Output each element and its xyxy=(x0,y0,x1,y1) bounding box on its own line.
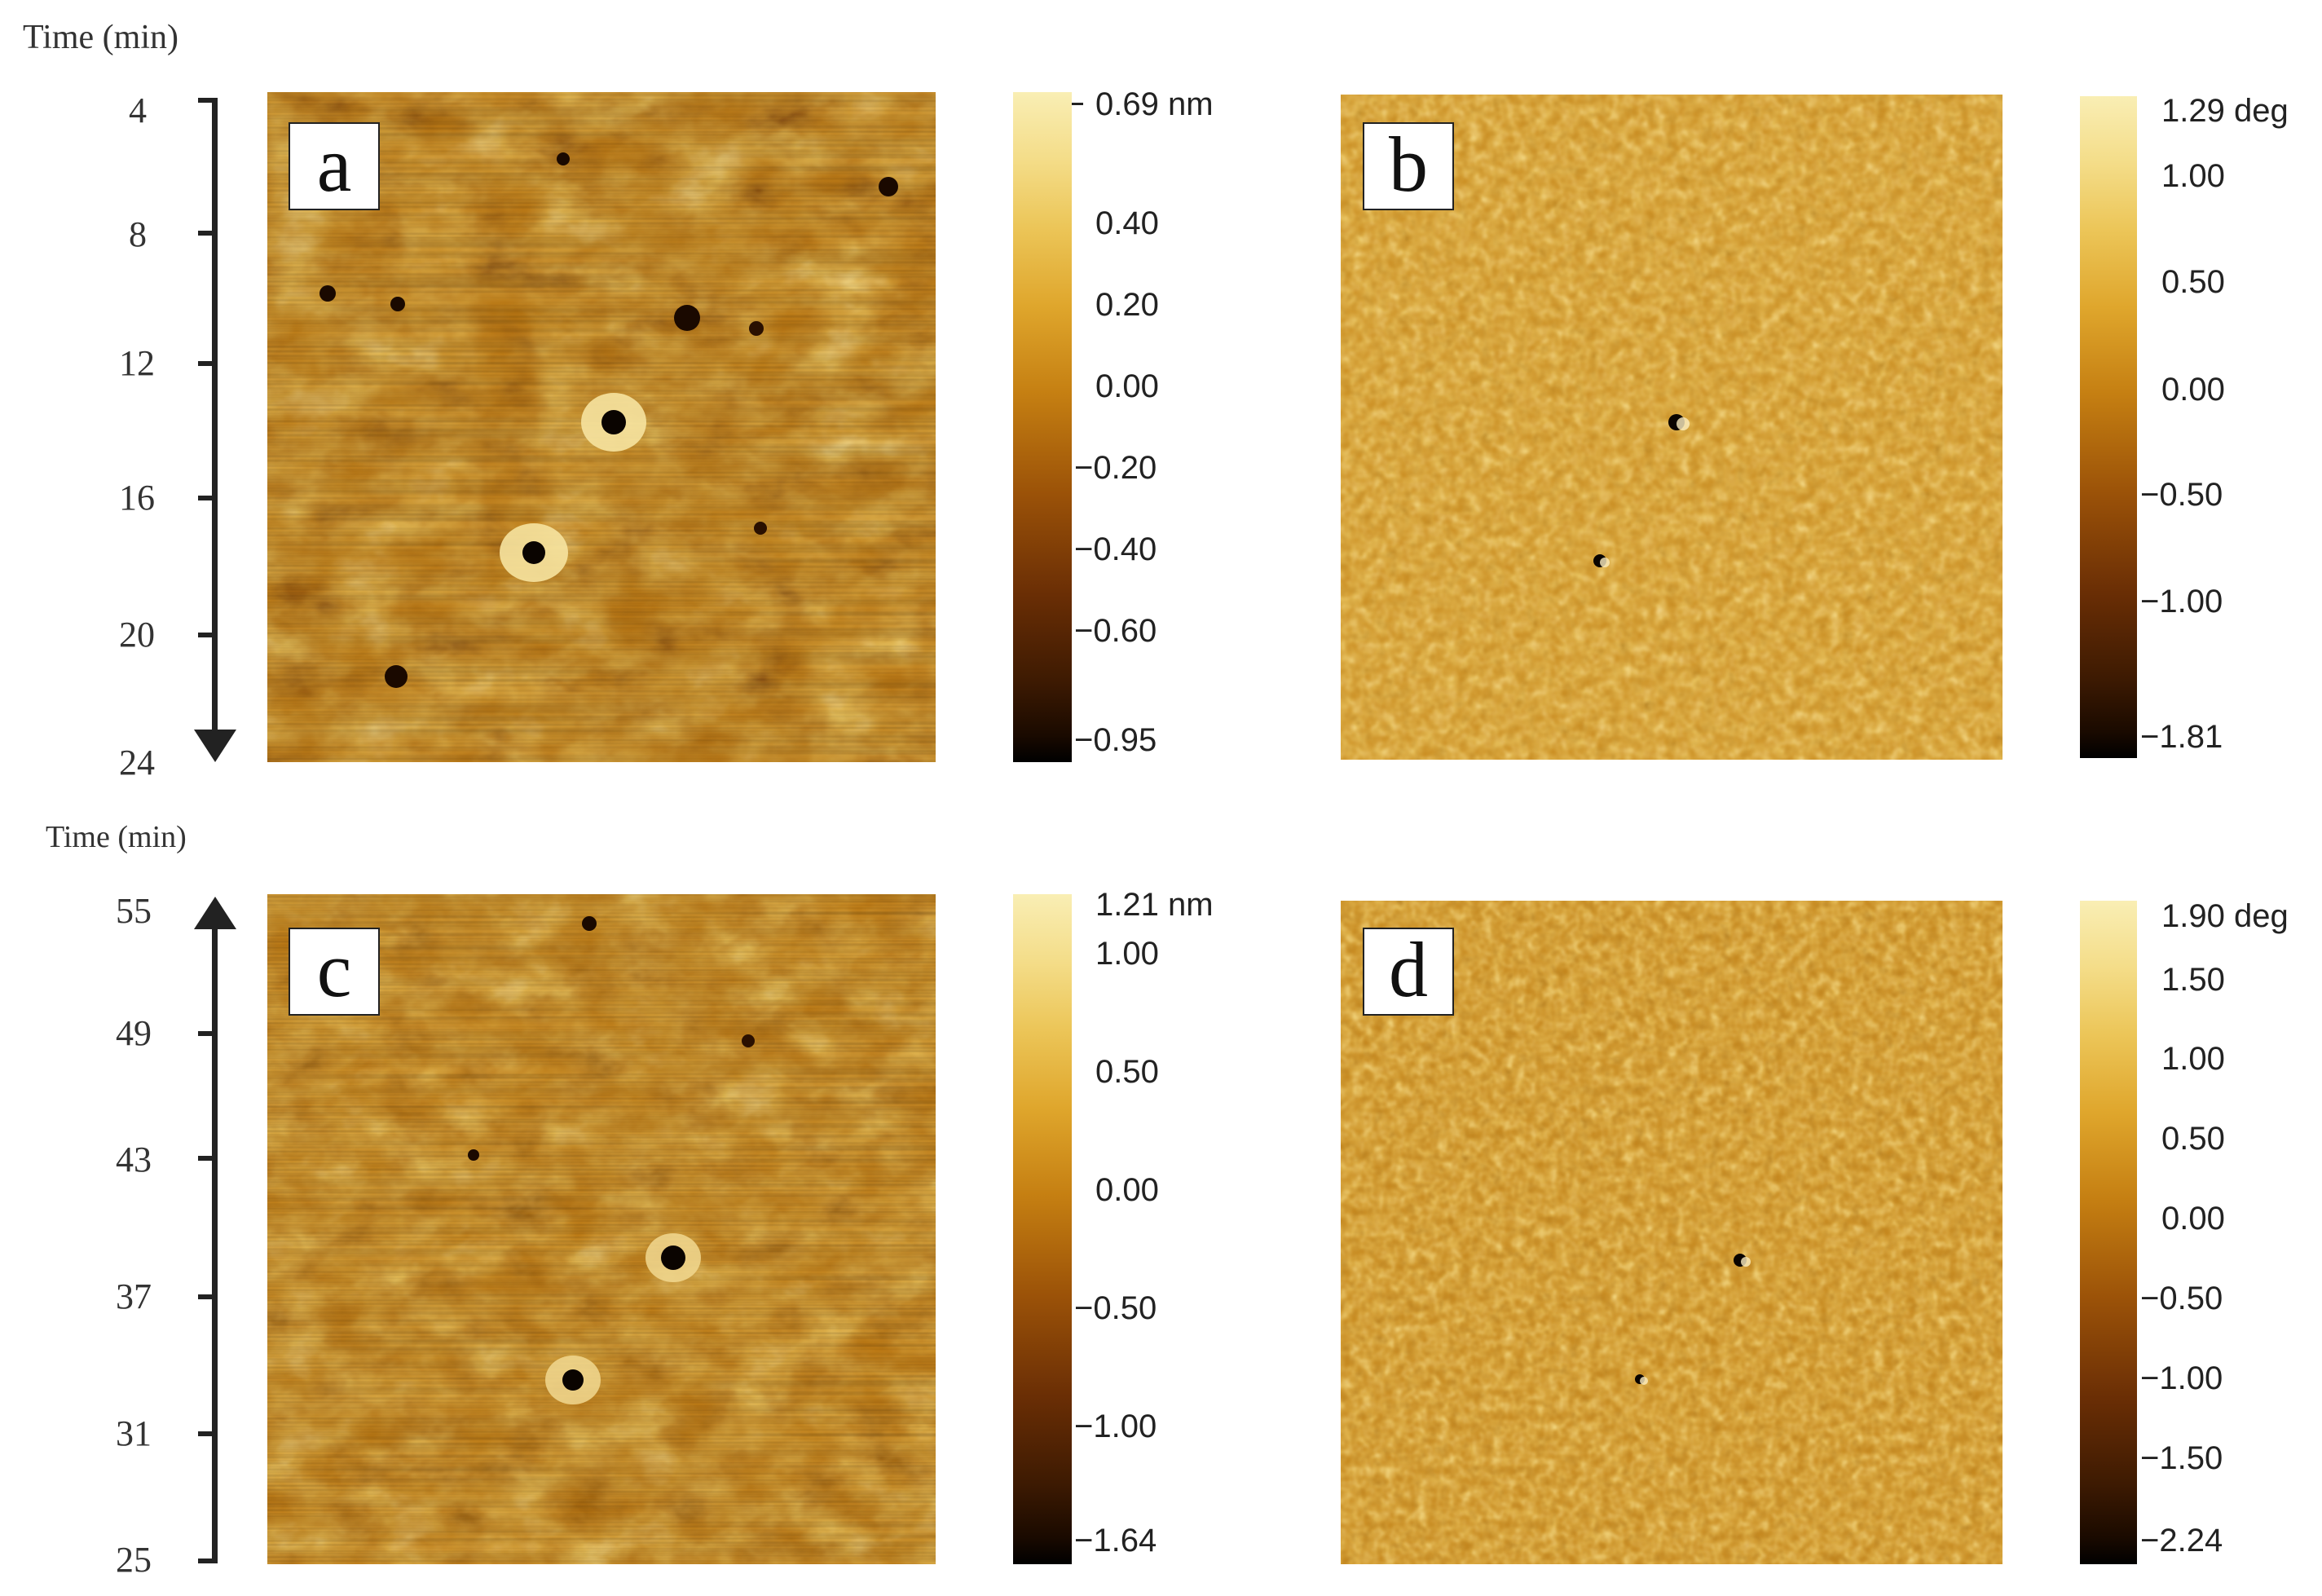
colorbar-c-label: −1.00 xyxy=(1074,1409,1157,1444)
axis-tick xyxy=(198,496,218,500)
colorbar-c-label: −0.50 xyxy=(1074,1290,1157,1326)
colorbar-b-label: 1.00 xyxy=(2161,158,2225,194)
axis-tick xyxy=(198,1431,218,1436)
top-time-tick: 20 xyxy=(119,615,155,655)
bottom-time-tick: 25 xyxy=(116,1540,152,1580)
bottom-time-axis-line xyxy=(212,928,218,1563)
colorbar-b-label: −1.81 xyxy=(2140,719,2223,755)
arrow-up-icon xyxy=(194,897,236,929)
colorbar-d-label: −1.50 xyxy=(2140,1440,2223,1476)
axis-tick xyxy=(198,1559,218,1563)
top-time-tick: 8 xyxy=(129,214,147,254)
bottom-time-tick: 37 xyxy=(116,1276,152,1316)
colorbar-b-label: 0.00 xyxy=(2161,372,2225,408)
top-time-axis-title: Time (min) xyxy=(23,19,178,56)
bottom-time-tick: 55 xyxy=(116,891,152,931)
colorbar-a-label: 0.69 nm xyxy=(1095,86,1214,122)
top-time-tick: 24 xyxy=(119,743,155,783)
colorbar-d-label: −1.00 xyxy=(2140,1360,2223,1396)
colorbar-c-label: 1.21 nm xyxy=(1095,887,1214,923)
colorbar-a-label: −0.95 xyxy=(1074,722,1157,758)
top-time-tick: 12 xyxy=(119,343,155,383)
colorbar-d-label: −0.50 xyxy=(2140,1281,2223,1316)
panel-label-a: a xyxy=(289,122,380,210)
colorbar-b xyxy=(2080,96,2137,758)
colorbar-a-label: 0.40 xyxy=(1095,205,1159,241)
colorbar-d-label: 1.50 xyxy=(2161,962,2225,998)
colorbar-d-label: 0.50 xyxy=(2161,1121,2225,1157)
colorbar-c xyxy=(1013,894,1072,1564)
axis-tick xyxy=(198,231,218,236)
colorbar-b-label: −1.00 xyxy=(2140,584,2223,619)
top-time-tick: 16 xyxy=(119,478,155,518)
colorbar-a-label: 0.20 xyxy=(1095,287,1159,323)
axis-tick xyxy=(198,1156,218,1161)
axis-tick xyxy=(198,1294,218,1299)
top-time-tick: 4 xyxy=(129,90,147,130)
colorbar-d-label: 1.00 xyxy=(2161,1041,2225,1077)
colorbar-c-label: 0.00 xyxy=(1095,1172,1159,1208)
bottom-time-axis-title: Time (min) xyxy=(46,820,187,854)
panel-label-c: c xyxy=(289,928,380,1016)
colorbar-b-label: 1.29 deg xyxy=(2161,93,2289,129)
axis-tick xyxy=(198,361,218,366)
arrow-down-icon xyxy=(194,730,236,762)
axis-tick xyxy=(198,1031,218,1036)
colorbar-d-label: 1.90 deg xyxy=(2161,898,2289,934)
colorbar-d xyxy=(2080,901,2137,1564)
axis-tick xyxy=(198,98,218,103)
colorbar-c-label: 0.50 xyxy=(1095,1054,1159,1090)
colorbar-b-label: −0.50 xyxy=(2140,477,2223,513)
colorbar-b-label: 0.50 xyxy=(2161,264,2225,300)
colorbar-c-label: −1.64 xyxy=(1074,1523,1157,1559)
top-time-axis-line xyxy=(212,98,218,750)
bottom-time-tick: 49 xyxy=(116,1013,152,1053)
colorbar-d-label: −2.24 xyxy=(2140,1523,2223,1559)
bottom-time-tick: 43 xyxy=(116,1140,152,1179)
colorbar-c-label: 1.00 xyxy=(1095,936,1159,972)
colorbar-a-label: 0.00 xyxy=(1095,368,1159,404)
colorbar-a-label: −0.20 xyxy=(1074,450,1157,486)
colorbar-tick xyxy=(1072,103,1083,105)
colorbar-a xyxy=(1013,92,1072,762)
colorbar-d-label: 0.00 xyxy=(2161,1201,2225,1237)
panel-label-b: b xyxy=(1363,122,1454,210)
colorbar-a-label: −0.60 xyxy=(1074,613,1157,649)
axis-tick xyxy=(198,633,218,637)
bottom-time-tick: 31 xyxy=(116,1413,152,1453)
panel-label-d: d xyxy=(1363,928,1454,1016)
colorbar-a-label: −0.40 xyxy=(1074,531,1157,567)
